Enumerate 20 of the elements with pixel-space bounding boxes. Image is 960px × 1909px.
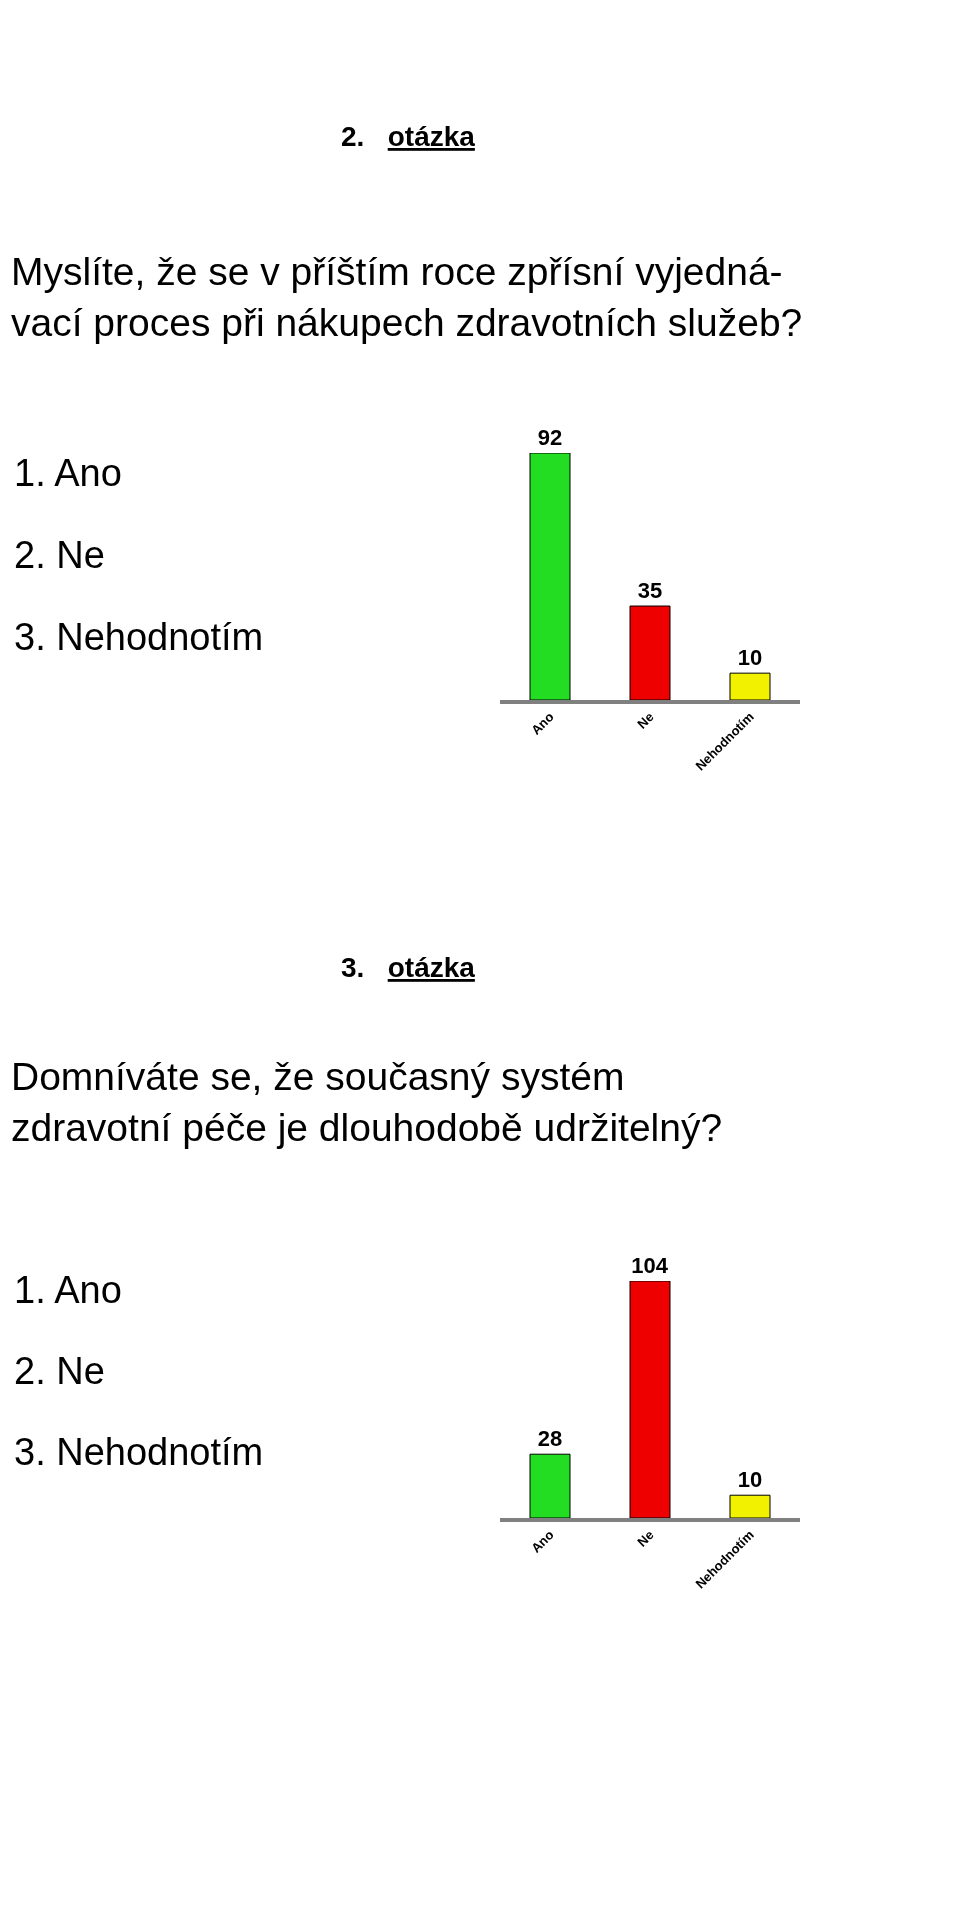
text: 2. Ne <box>14 1350 105 1392</box>
text: 3. Nehodnotím <box>14 616 264 658</box>
text: 2. Ne <box>14 534 105 576</box>
chart-title: 3. otázka <box>341 952 476 983</box>
chart-title: 2. otázka <box>341 121 476 152</box>
data-label: 92 <box>537 425 563 450</box>
x-tick-label: Ano <box>528 1527 557 1556</box>
x-tick-label: Ne <box>634 709 657 732</box>
data-label: 10 <box>737 1467 763 1493</box>
chart-subtitle: Myslíte, že se v příštím roce zpřísní vyjedná- vací proces při nákupech zdravotních služeb? <box>11 250 803 344</box>
x-tick-label: Ano <box>528 709 557 738</box>
text: 1. Ano <box>14 452 122 494</box>
chart-subtitle: Domníváte se, že současný systém zdravotní péče je dlouhodobě udržitelný? <box>11 1055 723 1149</box>
data-label: 104 <box>631 1253 669 1278</box>
text: 1. Ano <box>14 1269 122 1311</box>
text: 3. Nehodnotím <box>14 1431 264 1473</box>
data-label: 28 <box>537 1426 563 1452</box>
x-tick-label: Ne <box>634 1527 657 1550</box>
data-label: 35 <box>637 578 663 604</box>
data-label: 10 <box>737 645 763 671</box>
